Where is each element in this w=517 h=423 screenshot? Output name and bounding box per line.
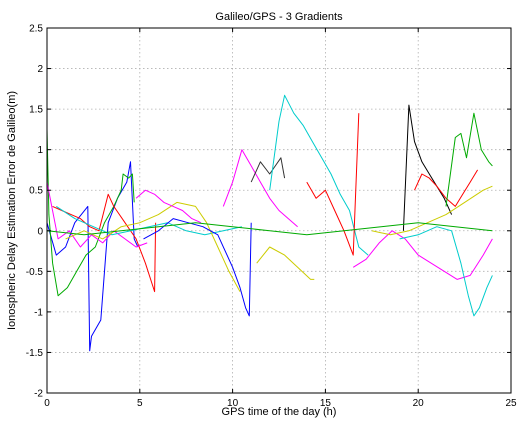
y-tick-label: -1 [34, 307, 43, 318]
x-tick-label: 25 [505, 398, 517, 409]
x-tick-label: 5 [137, 398, 143, 409]
y-tick-label: 1 [37, 145, 43, 156]
chart-title: Galileo/GPS - 3 Gradients [215, 11, 343, 23]
y-tick-label: 1.5 [29, 105, 43, 116]
x-tick-label: 10 [227, 398, 239, 409]
y-axis-label: Ionospheric Delay Estimation Error de Ga… [6, 91, 18, 330]
series-line-16 [414, 169, 479, 207]
x-tick-label: 15 [320, 398, 332, 409]
y-tick-label: 0.5 [29, 186, 43, 197]
series-line-18 [399, 226, 493, 317]
series-line-5 [56, 205, 243, 236]
grid [47, 28, 511, 393]
y-tick-label: -1.5 [26, 348, 44, 359]
y-tick-label: 0 [37, 226, 43, 237]
series-line-14 [352, 230, 493, 280]
series-line-7 [135, 189, 202, 224]
series-line-9 [222, 149, 298, 228]
series-line-3 [52, 193, 157, 293]
y-tick-label: 2.5 [29, 24, 43, 35]
series-line-6 [65, 201, 241, 292]
series-line-12 [269, 94, 369, 256]
y-tick-label: -2 [34, 389, 43, 400]
x-tick-label: 20 [413, 398, 425, 409]
series-line-15 [402, 104, 453, 231]
series-line-2 [46, 129, 135, 297]
series-line-20 [46, 222, 493, 236]
series-line-17 [445, 112, 493, 207]
y-tick-label: -0.5 [26, 267, 44, 278]
series-group [46, 94, 493, 352]
series-line-11 [256, 246, 315, 280]
x-axis-label: GPS time of the day (h) [222, 406, 337, 418]
y-tick-label: 2 [37, 64, 43, 75]
series-line-13 [306, 113, 360, 256]
series-line-1 [46, 161, 139, 352]
series-line-8 [143, 218, 252, 317]
axes-frame [46, 27, 512, 394]
series-line-19 [371, 185, 493, 236]
x-tick-label: 0 [44, 398, 50, 409]
ticks: 0 5 10 15 20 25 -2 -1.5 -1 -0.5 0 0.5 1 1.5 2 2.5 [26, 24, 517, 410]
series-line-4 [46, 182, 148, 248]
